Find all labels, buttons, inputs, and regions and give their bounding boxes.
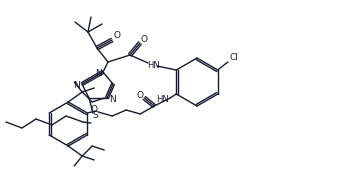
Text: Cl: Cl — [229, 53, 238, 62]
Text: O: O — [141, 35, 148, 44]
Text: N: N — [74, 81, 80, 90]
Text: O: O — [91, 105, 98, 115]
Text: N: N — [109, 96, 115, 104]
Text: N: N — [95, 70, 101, 79]
Text: O: O — [137, 90, 144, 99]
Text: HN: HN — [147, 61, 159, 70]
Text: S: S — [92, 110, 98, 119]
Text: HN: HN — [156, 96, 169, 104]
Text: O: O — [114, 32, 120, 41]
